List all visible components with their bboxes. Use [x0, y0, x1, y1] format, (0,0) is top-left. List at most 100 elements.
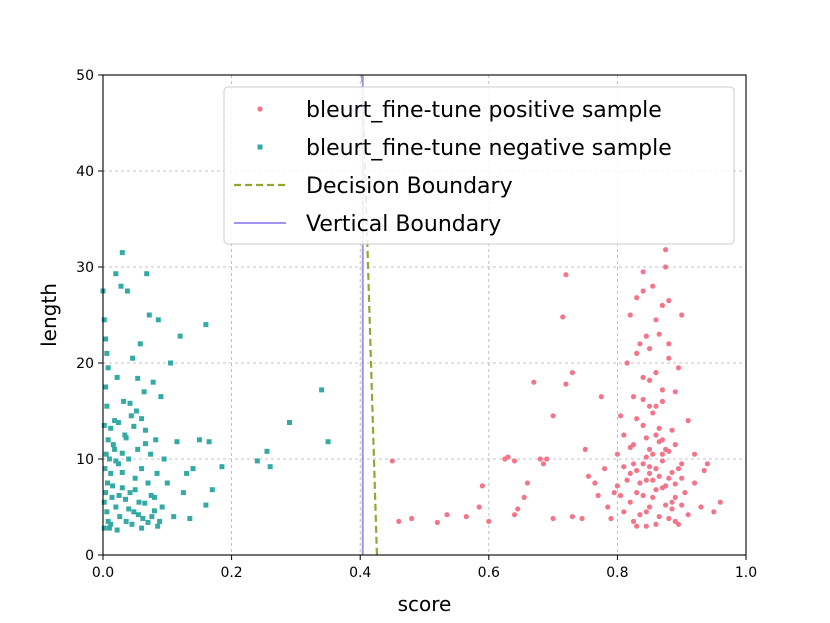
positive-sample-point [560, 314, 566, 320]
negative-sample-point [151, 494, 157, 500]
legend-marker-positive [257, 106, 263, 112]
x-tick-label: 0.8 [606, 565, 628, 581]
positive-sample-point [637, 512, 643, 518]
positive-sample-point [669, 499, 675, 505]
positive-sample-point [389, 458, 395, 464]
negative-sample-point [126, 456, 132, 462]
positive-sample-point [409, 515, 415, 522]
positive-sample-point [691, 480, 698, 486]
negative-sample-point [264, 448, 270, 454]
negative-sample-point [161, 456, 167, 462]
positive-sample-point [666, 515, 672, 522]
positive-sample-point [675, 365, 682, 371]
positive-sample-point [666, 355, 672, 361]
positive-sample-point [701, 467, 707, 474]
positive-sample-point [682, 490, 688, 496]
positive-sample-point [698, 504, 704, 510]
legend-box [223, 86, 735, 245]
positive-sample-point [717, 499, 723, 505]
negative-sample-point [142, 441, 148, 447]
positive-sample-point [653, 487, 659, 493]
axes [102, 74, 747, 556]
positive-sample-point [634, 490, 640, 496]
positive-sample-point [663, 264, 669, 270]
positive-sample-point [621, 464, 627, 470]
positive-sample-point [621, 432, 627, 438]
positive-sample-point [630, 518, 637, 525]
x-tick-label: 0.6 [478, 565, 500, 581]
positive-sample-point [540, 461, 547, 467]
negative-sample-point [103, 451, 109, 457]
negative-sample-point [129, 521, 135, 527]
legend-entry-label: Decision Boundary [306, 174, 513, 199]
negative-sample-point [118, 283, 124, 289]
positive-sample-point [585, 473, 592, 479]
positive-sample-point [646, 346, 653, 352]
negative-sample-point [145, 480, 151, 486]
negative-sample-point [141, 389, 147, 395]
negative-sample-point [137, 341, 143, 347]
positive-sample-point [685, 512, 691, 518]
x-tick-label: 0.0 [92, 565, 114, 581]
x-tick-label: 0.2 [220, 565, 242, 581]
positive-sample-point [563, 272, 569, 278]
positive-sample-point [537, 456, 543, 462]
negative-sample-point [184, 470, 190, 476]
negative-sample-point [133, 408, 139, 414]
positive-sample-point [659, 302, 666, 308]
negative-sample-point [108, 425, 114, 431]
negative-sample-point [131, 509, 137, 515]
positive-sample-point [640, 374, 646, 380]
negative-sample-point [171, 514, 177, 520]
negative-sample-point [104, 509, 110, 515]
negative-sample-point [110, 442, 116, 448]
positive-sample-point [704, 461, 711, 467]
negative-sample-point [114, 374, 120, 380]
negative-sample-point [112, 418, 118, 424]
positive-sample-point [618, 492, 624, 499]
positive-sample-point [666, 341, 672, 347]
axes-frame [102, 74, 747, 556]
negative-sample-point [104, 350, 110, 356]
negative-sample-point [117, 514, 123, 520]
positive-sample-point [627, 444, 633, 451]
negative-sample-point [153, 437, 159, 443]
negative-sample-point [180, 490, 186, 496]
positive-sample-point [621, 509, 627, 515]
negative-sample-point [164, 480, 170, 486]
positive-sample-point [511, 458, 518, 464]
positive-sample-point [505, 454, 511, 460]
negative-sample-point [190, 466, 196, 472]
negative-sample-point [106, 525, 112, 531]
positive-sample-point [663, 502, 669, 508]
positive-sample-point [550, 515, 556, 522]
positive-sample-point [646, 446, 653, 452]
positive-sample-point [650, 410, 656, 416]
positive-sample-point [653, 403, 659, 409]
legend-entry-label: bleurt_fine-tune negative sample [306, 136, 672, 161]
positive-sample-point [479, 483, 485, 489]
positive-sample-point [653, 466, 659, 472]
positive-sample-point [656, 514, 662, 520]
positive-sample-point [646, 377, 653, 383]
negative-sample-point [151, 508, 157, 514]
negative-sample-point [114, 527, 120, 533]
positive-sample-point [679, 312, 685, 318]
negative-sample-point [113, 271, 119, 277]
x-tick-label: 1.0 [735, 565, 757, 581]
negative-sample-point [325, 439, 331, 445]
negative-sample-point [139, 525, 145, 531]
negative-sample-point [196, 437, 202, 443]
positive-sample-point [592, 480, 598, 486]
positive-sample-point [672, 481, 678, 487]
negative-sample-point [113, 504, 119, 510]
positive-sample-point [643, 333, 649, 339]
positive-sample-point [486, 518, 492, 525]
positive-sample-point [656, 439, 662, 445]
negative-sample-point [158, 394, 164, 400]
positive-sample-point [611, 490, 617, 496]
positive-sample-point [515, 506, 521, 512]
positive-sample-point [669, 469, 675, 476]
positive-sample-point [598, 394, 604, 400]
negative-sample-point [122, 432, 128, 438]
